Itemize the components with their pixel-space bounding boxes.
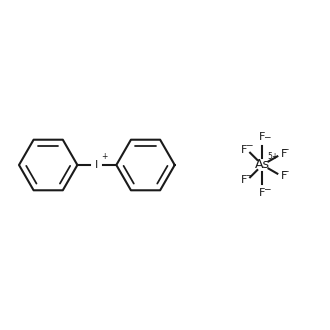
Text: −: − bbox=[263, 133, 270, 142]
Text: As: As bbox=[255, 158, 270, 172]
Text: 5+: 5+ bbox=[267, 152, 279, 161]
Text: I: I bbox=[95, 160, 98, 170]
Text: −: − bbox=[263, 184, 270, 193]
Text: F: F bbox=[281, 149, 287, 159]
Text: F: F bbox=[241, 145, 248, 155]
Text: +: + bbox=[101, 152, 107, 161]
Text: F: F bbox=[241, 175, 248, 185]
Text: −: − bbox=[281, 145, 289, 154]
Text: −: − bbox=[245, 170, 253, 179]
Text: −: − bbox=[281, 166, 289, 175]
Text: F: F bbox=[259, 188, 266, 198]
Text: F: F bbox=[281, 171, 287, 181]
Text: −: − bbox=[245, 140, 253, 149]
Text: F: F bbox=[259, 132, 266, 142]
